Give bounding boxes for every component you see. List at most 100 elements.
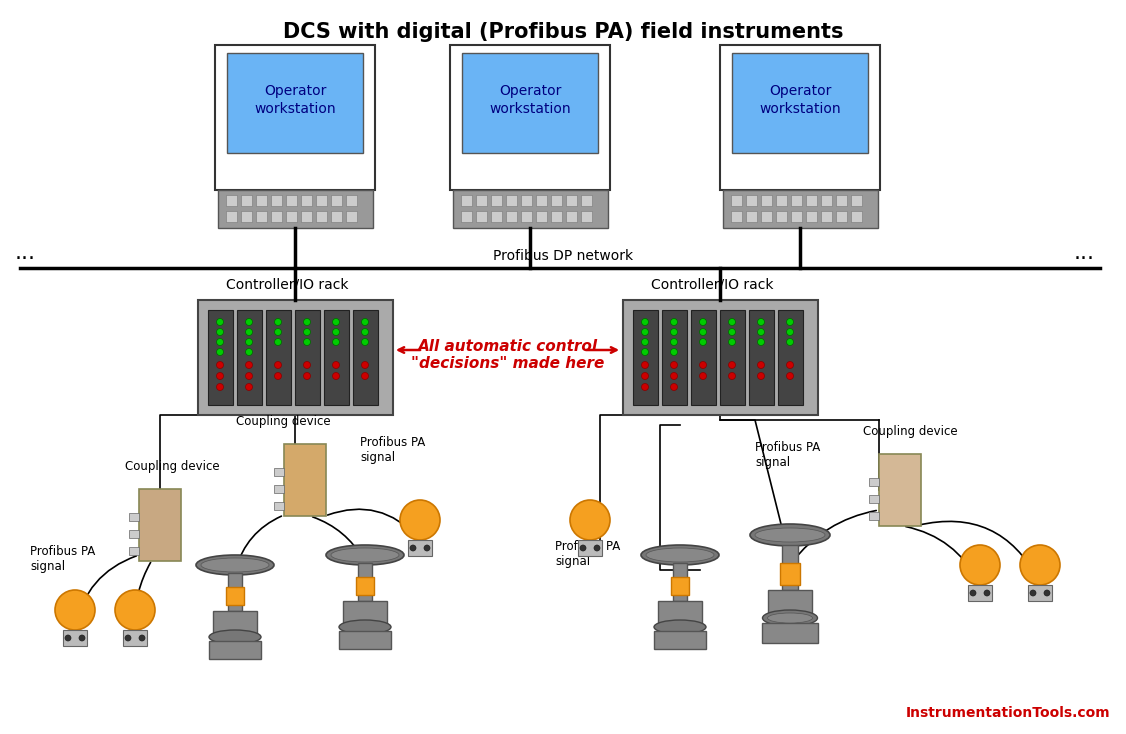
FancyBboxPatch shape: [869, 495, 879, 503]
FancyBboxPatch shape: [274, 485, 284, 493]
Circle shape: [595, 545, 600, 551]
Circle shape: [216, 338, 223, 346]
FancyBboxPatch shape: [286, 195, 296, 206]
Circle shape: [245, 338, 252, 346]
FancyBboxPatch shape: [274, 502, 284, 510]
FancyBboxPatch shape: [658, 601, 701, 627]
Circle shape: [642, 362, 649, 368]
Circle shape: [699, 338, 706, 346]
Circle shape: [580, 545, 586, 551]
Text: Operator
workstation: Operator workstation: [254, 84, 336, 116]
FancyBboxPatch shape: [731, 195, 742, 206]
FancyBboxPatch shape: [790, 195, 802, 206]
Text: Profibus DP network: Profibus DP network: [493, 249, 633, 263]
FancyBboxPatch shape: [720, 45, 881, 190]
Circle shape: [642, 338, 649, 346]
Circle shape: [332, 372, 340, 379]
FancyBboxPatch shape: [869, 478, 879, 486]
FancyBboxPatch shape: [301, 195, 312, 206]
Circle shape: [670, 372, 678, 379]
FancyBboxPatch shape: [461, 211, 472, 222]
Circle shape: [425, 545, 430, 551]
Text: Controller/IO rack: Controller/IO rack: [225, 278, 348, 292]
FancyBboxPatch shape: [256, 195, 267, 206]
FancyBboxPatch shape: [241, 211, 251, 222]
FancyBboxPatch shape: [461, 195, 472, 206]
FancyBboxPatch shape: [266, 310, 291, 405]
FancyBboxPatch shape: [850, 195, 861, 206]
FancyBboxPatch shape: [551, 211, 562, 222]
FancyBboxPatch shape: [805, 195, 816, 206]
Ellipse shape: [339, 620, 391, 634]
FancyBboxPatch shape: [869, 512, 879, 520]
FancyBboxPatch shape: [879, 454, 921, 526]
Circle shape: [758, 338, 765, 346]
FancyBboxPatch shape: [581, 211, 591, 222]
Circle shape: [216, 319, 223, 325]
FancyBboxPatch shape: [731, 211, 742, 222]
FancyBboxPatch shape: [780, 563, 799, 585]
FancyBboxPatch shape: [284, 444, 327, 516]
Circle shape: [216, 362, 223, 368]
FancyBboxPatch shape: [565, 195, 577, 206]
Circle shape: [758, 329, 765, 335]
Text: Coupling device: Coupling device: [125, 460, 220, 473]
Circle shape: [670, 362, 678, 368]
Circle shape: [245, 319, 252, 325]
Circle shape: [410, 545, 415, 551]
FancyBboxPatch shape: [213, 611, 257, 637]
Circle shape: [670, 383, 678, 390]
FancyBboxPatch shape: [578, 540, 602, 556]
Circle shape: [642, 319, 649, 325]
Ellipse shape: [646, 548, 714, 562]
FancyBboxPatch shape: [286, 211, 296, 222]
Circle shape: [670, 349, 678, 355]
FancyBboxPatch shape: [227, 573, 242, 611]
FancyBboxPatch shape: [1028, 585, 1052, 601]
Circle shape: [304, 338, 311, 346]
Circle shape: [361, 362, 368, 368]
FancyBboxPatch shape: [323, 310, 349, 405]
FancyBboxPatch shape: [671, 577, 689, 595]
FancyBboxPatch shape: [835, 195, 847, 206]
Text: Operator
workstation: Operator workstation: [489, 84, 571, 116]
Circle shape: [361, 329, 368, 335]
Circle shape: [729, 338, 735, 346]
FancyBboxPatch shape: [732, 53, 868, 153]
Text: Controller/IO rack: Controller/IO rack: [651, 278, 774, 292]
FancyBboxPatch shape: [462, 53, 598, 153]
FancyBboxPatch shape: [315, 195, 327, 206]
Circle shape: [1020, 545, 1060, 585]
Ellipse shape: [209, 630, 261, 644]
FancyBboxPatch shape: [450, 45, 610, 190]
FancyBboxPatch shape: [63, 630, 87, 646]
Circle shape: [729, 362, 735, 368]
Circle shape: [304, 319, 311, 325]
Circle shape: [1030, 590, 1036, 596]
FancyBboxPatch shape: [207, 310, 232, 405]
FancyBboxPatch shape: [346, 211, 357, 222]
Text: Coupling device: Coupling device: [235, 415, 330, 428]
FancyBboxPatch shape: [236, 310, 261, 405]
FancyBboxPatch shape: [623, 300, 817, 415]
Text: Profibus PA
signal: Profibus PA signal: [756, 441, 820, 469]
Circle shape: [1044, 590, 1051, 596]
FancyBboxPatch shape: [339, 631, 391, 649]
Text: Operator
workstation: Operator workstation: [759, 84, 841, 116]
Circle shape: [304, 372, 311, 379]
Ellipse shape: [327, 545, 404, 565]
FancyBboxPatch shape: [749, 310, 774, 405]
FancyBboxPatch shape: [331, 195, 341, 206]
Circle shape: [758, 362, 765, 368]
Circle shape: [786, 372, 794, 379]
FancyBboxPatch shape: [301, 211, 312, 222]
FancyBboxPatch shape: [520, 211, 531, 222]
FancyBboxPatch shape: [762, 623, 817, 643]
Circle shape: [670, 319, 678, 325]
Circle shape: [969, 590, 976, 596]
Circle shape: [729, 329, 735, 335]
Circle shape: [984, 590, 990, 596]
Circle shape: [642, 349, 649, 355]
FancyBboxPatch shape: [565, 211, 577, 222]
Text: Profibus PA
signal: Profibus PA signal: [360, 436, 426, 464]
